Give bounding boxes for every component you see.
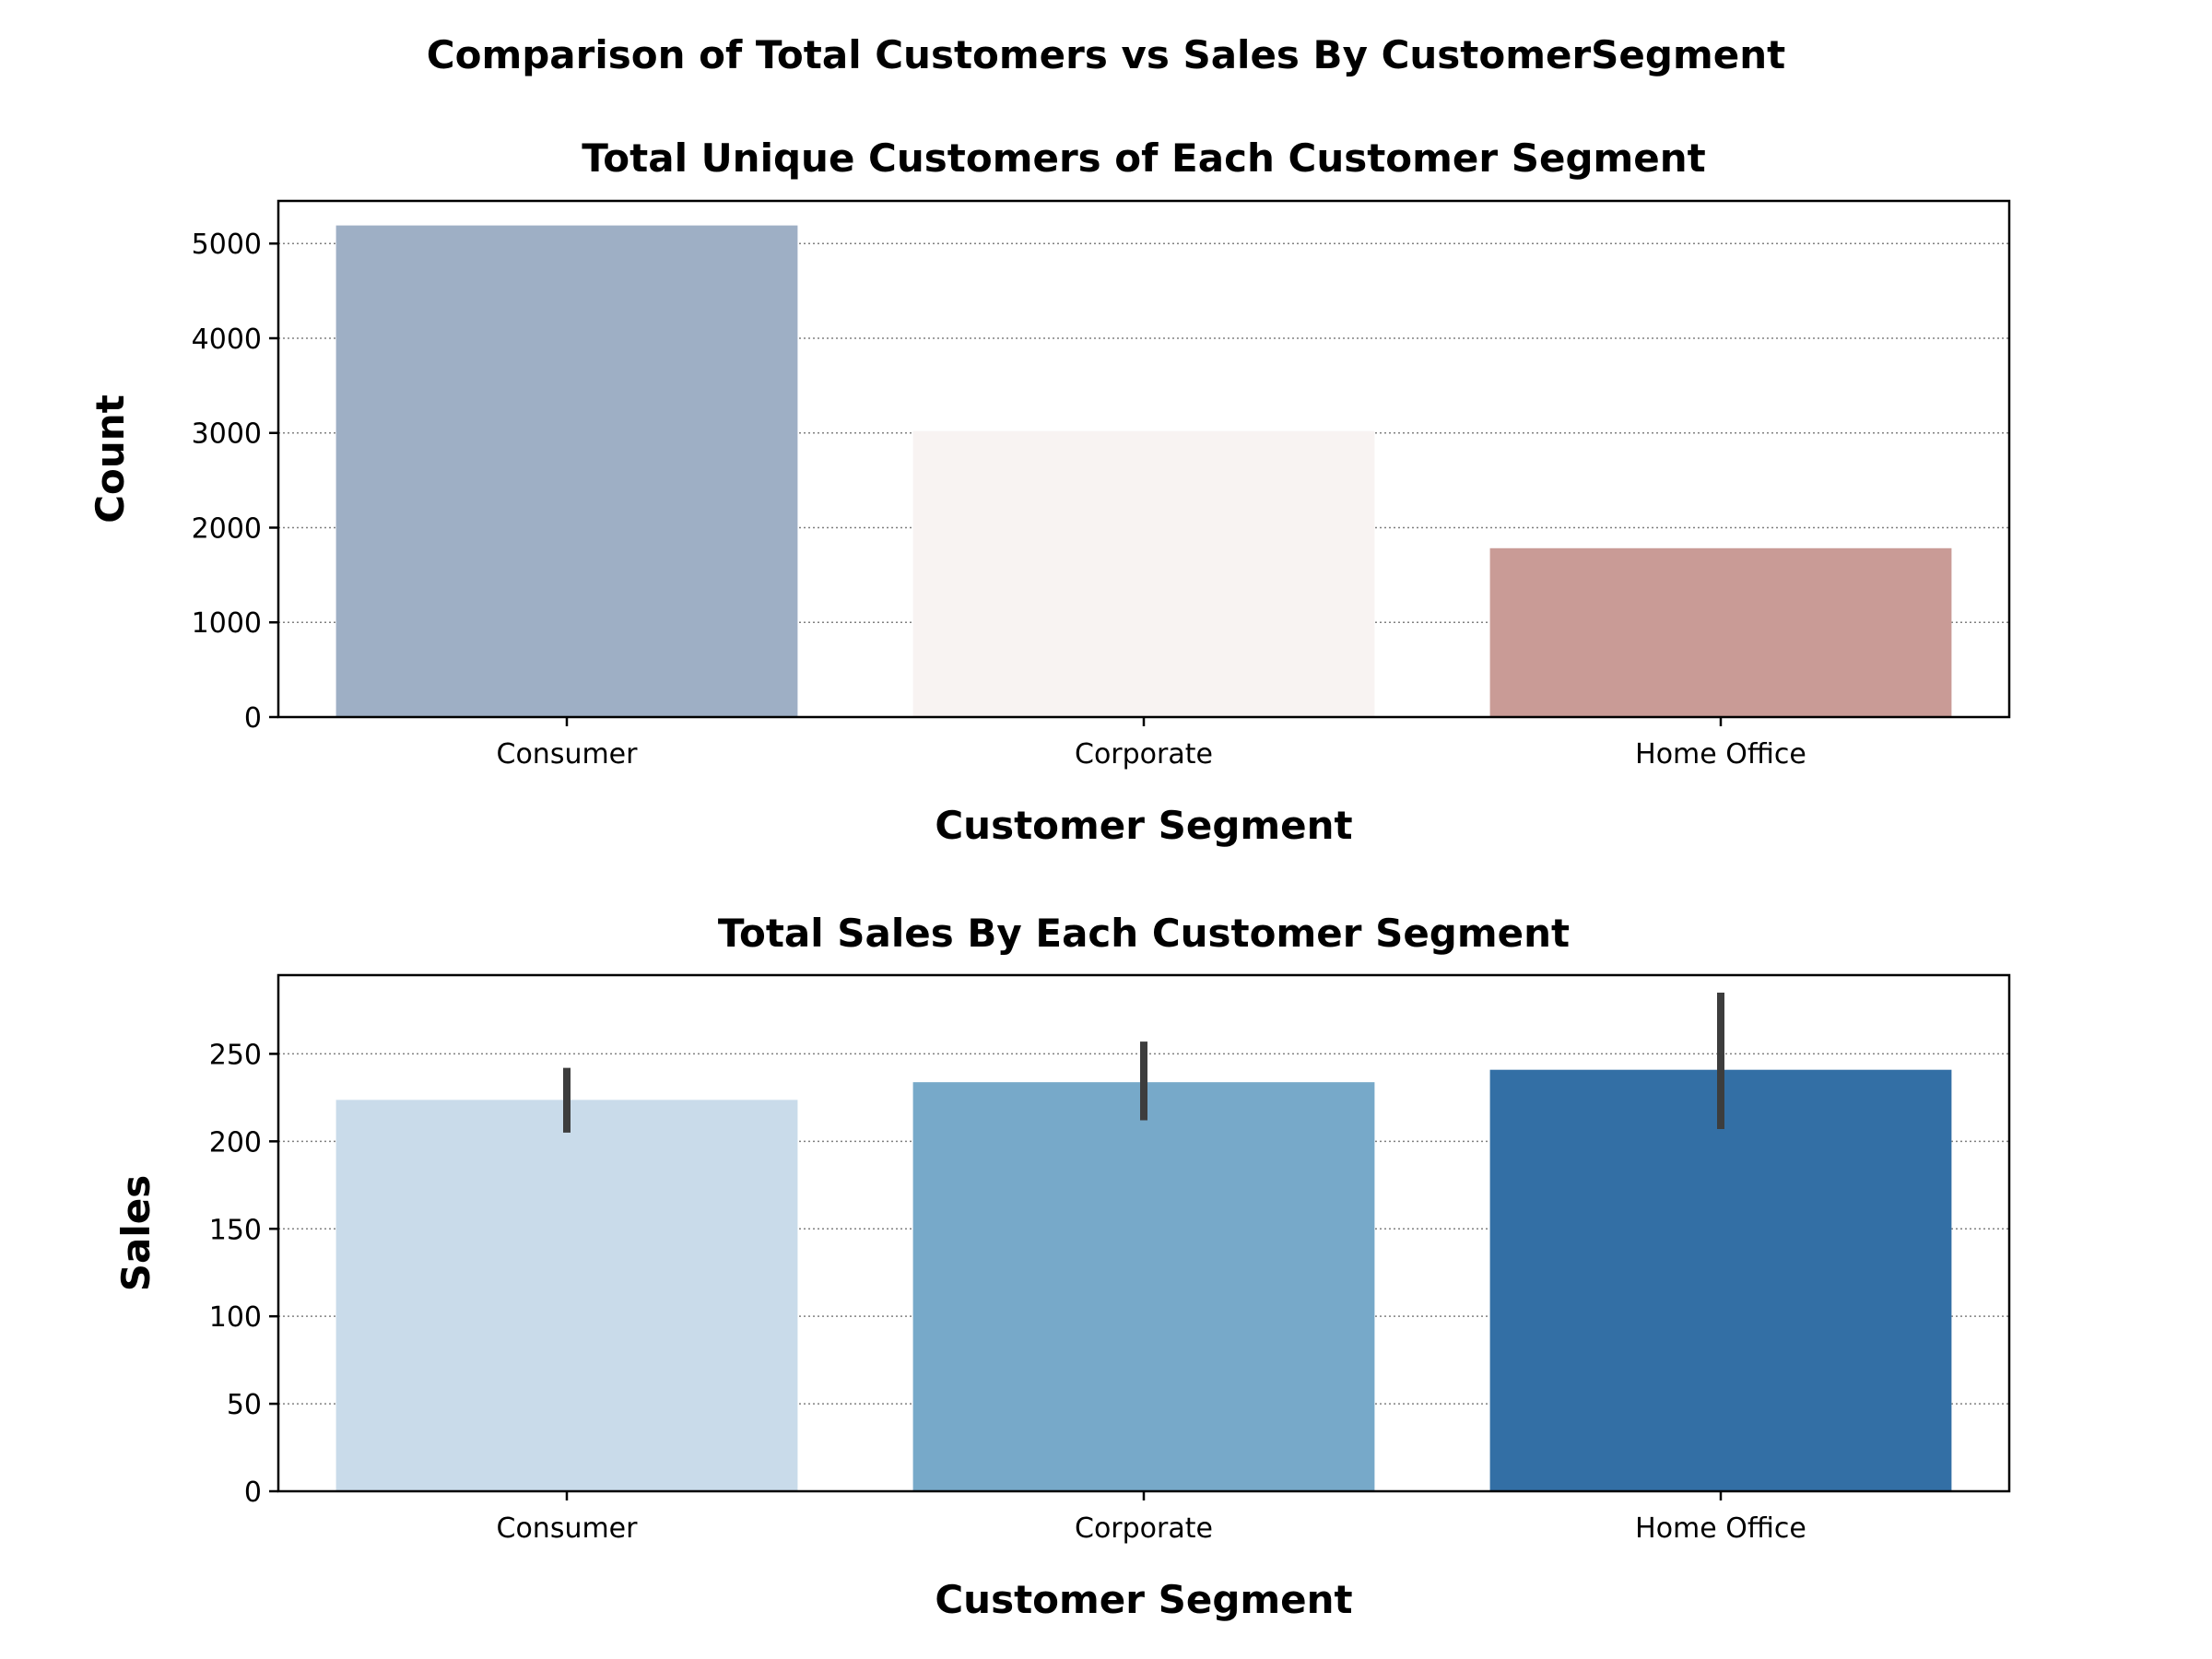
x-tick-label: Corporate — [1075, 738, 1213, 771]
y-tick-label: 4000 — [192, 324, 262, 356]
y-tick-label: 0 — [244, 702, 262, 735]
y-tick-label: 0 — [244, 1477, 262, 1509]
y-tick-label: 150 — [209, 1214, 262, 1246]
y-tick-label: 3000 — [192, 418, 262, 451]
x-tick-label: Corporate — [1075, 1512, 1213, 1545]
y-tick-label: 50 — [227, 1389, 262, 1421]
chart-2-bars — [335, 1069, 1952, 1491]
chart-2-x-axis: Consumer Corporate Home Office — [497, 1491, 1806, 1545]
bar-corporate — [912, 1082, 1375, 1491]
chart-2-y-axis-label: Sales — [113, 1175, 159, 1291]
chart-unique-customers: Total Unique Customers of Each Customer … — [88, 135, 2011, 848]
chart-1-title: Total Unique Customers of Each Customer … — [582, 135, 1706, 181]
bar-consumer — [335, 225, 798, 717]
y-tick-label: 1000 — [192, 607, 262, 640]
chart-1-x-axis-label: Customer Segment — [935, 803, 1352, 848]
chart-total-sales: Total Sales By Each Customer Segment 0 50… — [113, 911, 2011, 1622]
chart-1-y-axis: 0 1000 2000 3000 4000 5000 — [192, 229, 278, 735]
y-tick-label: 2000 — [192, 512, 262, 545]
y-tick-label: 200 — [209, 1126, 262, 1159]
y-tick-label: 5000 — [192, 229, 262, 261]
chart-1-x-axis: Consumer Corporate Home Office — [497, 717, 1806, 771]
bar-consumer — [335, 1100, 798, 1491]
figure-suptitle: Comparison of Total Customers vs Sales B… — [427, 32, 1785, 77]
x-tick-label: Consumer — [497, 738, 639, 771]
chart-2-error-bars — [563, 992, 1724, 1133]
chart-2-title: Total Sales By Each Customer Segment — [718, 911, 1570, 956]
bar-home-office — [1489, 547, 1952, 717]
bar-corporate — [912, 430, 1375, 717]
chart-2-x-axis-label: Customer Segment — [935, 1577, 1352, 1622]
y-tick-label: 250 — [209, 1039, 262, 1071]
x-tick-label: Home Office — [1635, 1512, 1806, 1545]
chart-2-y-axis: 0 50 100 150 200 250 — [209, 1039, 278, 1509]
x-tick-label: Home Office — [1635, 738, 1806, 771]
x-tick-label: Consumer — [497, 1512, 639, 1545]
chart-1-y-axis-label: Count — [88, 394, 133, 524]
bar-home-office — [1489, 1069, 1952, 1491]
chart-1-bars — [335, 225, 1952, 717]
y-tick-label: 100 — [209, 1301, 262, 1334]
